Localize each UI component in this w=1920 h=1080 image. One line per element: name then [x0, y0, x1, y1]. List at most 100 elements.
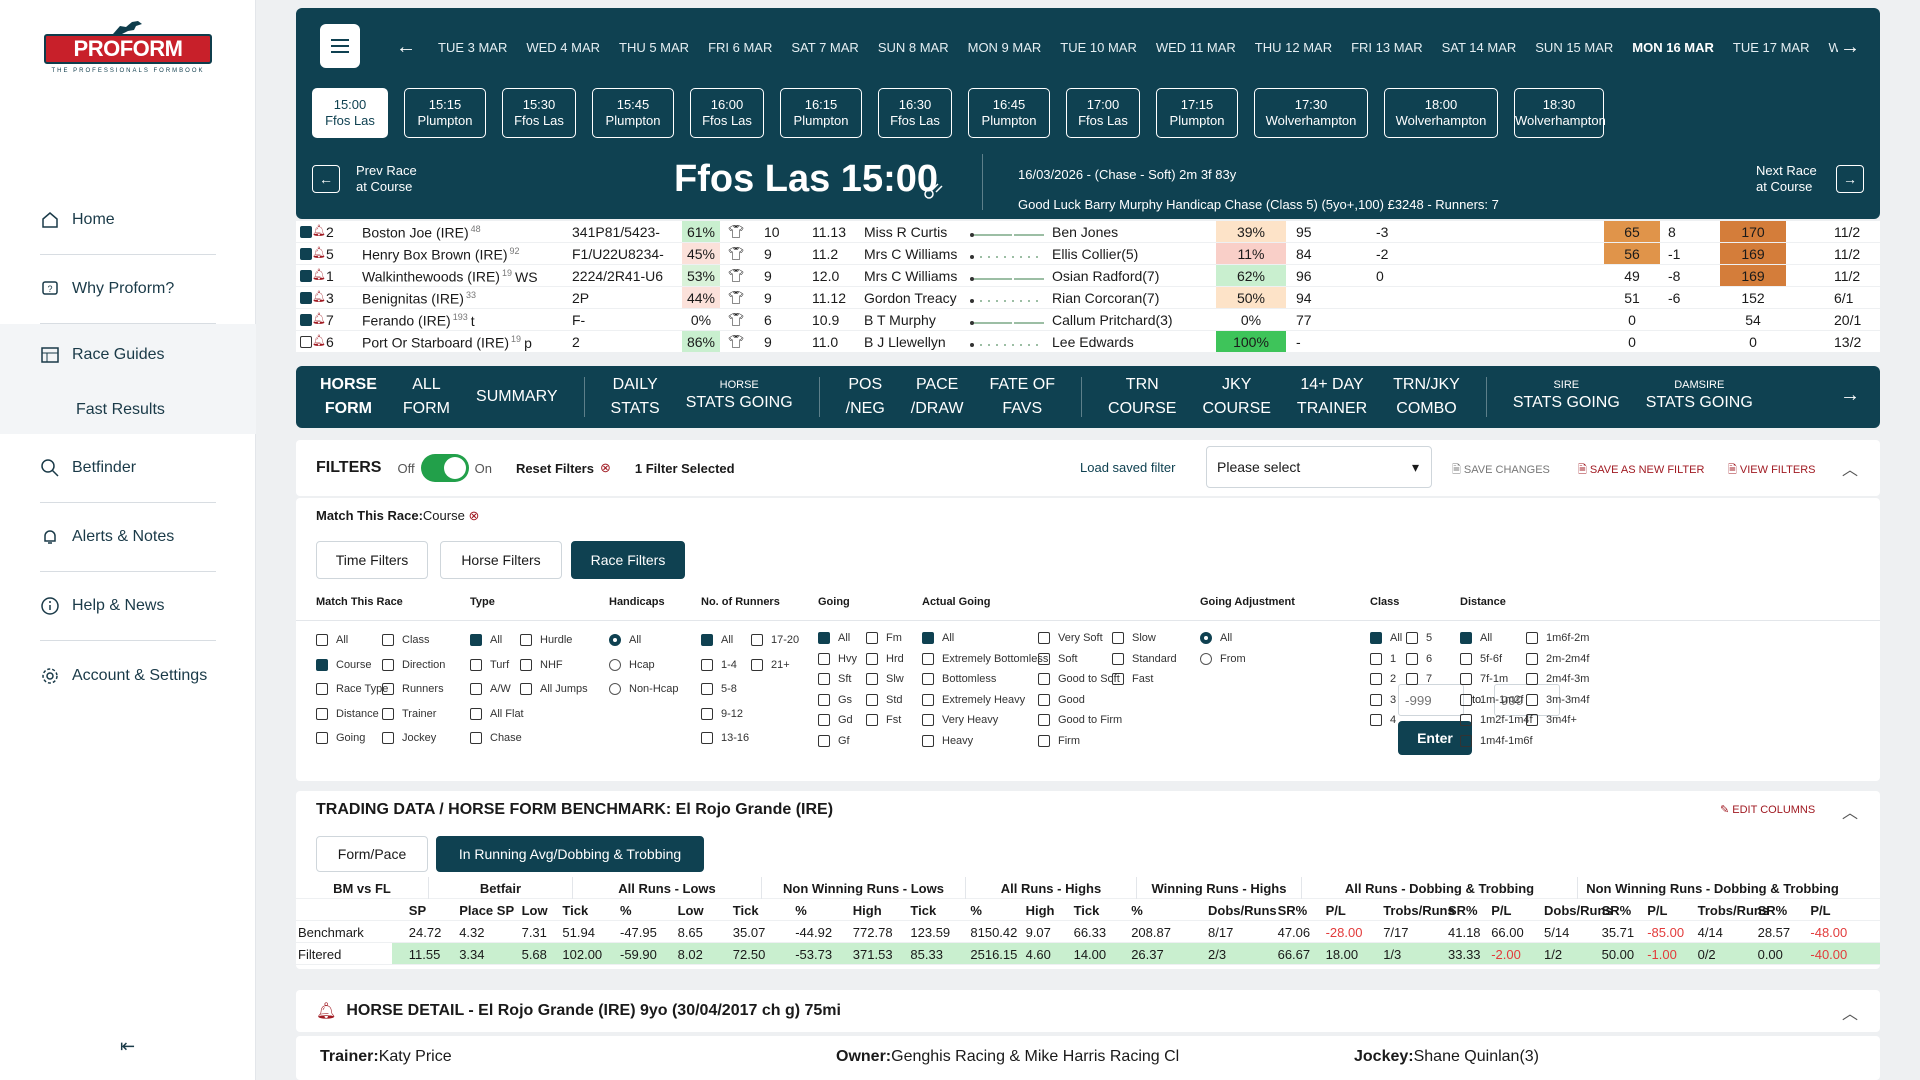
checkbox[interactable]: [520, 683, 532, 696]
filter-option[interactable]: All: [1370, 632, 1402, 644]
prev-race-button[interactable]: ← Prev Race at Course: [312, 163, 420, 195]
alert-bell-icon[interactable]: 🔔︎: [312, 269, 326, 281]
horse-name[interactable]: Port Or Starboard (IRE): [362, 334, 510, 351]
filter-option[interactable]: 7f-1m: [1460, 673, 1508, 686]
checkbox[interactable]: [922, 735, 934, 747]
nav-why-proform[interactable]: ? Why Proform?: [40, 255, 216, 324]
in-running-tab[interactable]: In Running Avg/Dobbing & Trobbing: [436, 836, 704, 872]
checkbox[interactable]: [316, 707, 328, 720]
checkbox[interactable]: [701, 707, 713, 720]
race-tab[interactable]: 15:45 Plumpton: [592, 88, 674, 138]
horse-name[interactable]: Boston Joe (IRE): [362, 224, 469, 241]
checkbox[interactable]: [1526, 693, 1538, 706]
save-as-new-filter-button[interactable]: 🗎 SAVE AS NEW FILTER: [1578, 464, 1705, 476]
date-tab[interactable]: FRI 6 MAR: [708, 40, 773, 55]
stats-tab[interactable]: FATE OF FAVS: [990, 373, 1055, 421]
filter-option[interactable]: A/W: [470, 683, 511, 696]
form-pace-tab[interactable]: Form/Pace: [316, 836, 428, 872]
filter-option[interactable]: 1: [1370, 652, 1396, 665]
filter-option[interactable]: 17-20: [751, 634, 799, 646]
race-tab[interactable]: 18:30 Wolverhampton: [1514, 88, 1606, 138]
filter-option[interactable]: 9-12: [701, 707, 743, 720]
checkbox[interactable]: [470, 732, 482, 745]
nav-alerts-notes[interactable]: Alerts & Notes: [40, 503, 216, 572]
checkbox[interactable]: [1038, 673, 1050, 686]
race-tab[interactable]: 16:45 Plumpton: [968, 88, 1050, 138]
checkbox[interactable]: [1460, 693, 1472, 706]
filter-option[interactable]: Direction: [382, 658, 445, 671]
checkbox[interactable]: [1460, 652, 1472, 665]
filter-option[interactable]: Gs: [818, 693, 852, 706]
race-tab[interactable]: 17:15 Plumpton: [1156, 88, 1238, 138]
filter-option[interactable]: 1m6f-2m: [1526, 632, 1589, 644]
filter-option[interactable]: Good to Soft: [1038, 673, 1120, 686]
reset-filters-button[interactable]: Reset Filters: [515, 460, 594, 476]
checkbox[interactable]: [1460, 632, 1472, 644]
checkbox[interactable]: [701, 683, 713, 696]
date-tab[interactable]: SUN 15 MAR: [1535, 40, 1614, 55]
checkbox[interactable]: [1112, 652, 1124, 665]
stats-tab[interactable]: ALL FORM: [403, 373, 450, 421]
filter-option[interactable]: 2: [1370, 673, 1396, 686]
clear-icon[interactable]: ⊗: [599, 460, 611, 475]
stats-tab[interactable]: SUMMARY: [476, 385, 558, 409]
checkbox[interactable]: [701, 658, 713, 671]
menu-button[interactable]: [320, 24, 360, 68]
runner-row[interactable]: 🔔︎ 1 Walkinthewoods (IRE) 19 WS 2224/2R41-U6 5…: [296, 265, 1880, 287]
filter-option[interactable]: All: [316, 634, 348, 646]
collapse-horse-detail-icon[interactable]: ︿: [1842, 1006, 1859, 1023]
stats-tab[interactable]: TRN COURSE: [1108, 373, 1176, 421]
race-tab[interactable]: 15:15 Plumpton: [404, 88, 486, 138]
runner-row[interactable]: 🔔︎ 6 Port Or Starboard (IRE) 19 p 2 86% 👕︎ 9 11.0…: [296, 331, 1880, 353]
filter-option[interactable]: All: [609, 634, 641, 646]
checkbox[interactable]: [382, 658, 394, 671]
stats-tab[interactable]: HORSE STATS GOING: [686, 379, 793, 415]
nav-race-guides[interactable]: Race Guides: [40, 324, 256, 386]
filter-option[interactable]: NHF: [520, 658, 563, 671]
stats-tab[interactable]: SIRE STATS GOING: [1513, 379, 1620, 415]
checkbox[interactable]: [818, 652, 830, 665]
date-tab[interactable]: TUE 10 MAR: [1060, 40, 1137, 55]
runner-checkbox[interactable]: [300, 336, 312, 348]
nav-fast-results[interactable]: Fast Results: [76, 401, 165, 418]
checkbox[interactable]: [316, 732, 328, 745]
filter-option[interactable]: 4: [1370, 714, 1396, 727]
checkbox[interactable]: [316, 683, 328, 696]
filter-option[interactable]: Hrd: [866, 652, 904, 665]
horse-name[interactable]: Benignitas (IRE): [362, 290, 464, 307]
date-tab[interactable]: SAT 14 MAR: [1441, 40, 1517, 55]
filter-option[interactable]: 21+: [751, 658, 790, 671]
filter-option[interactable]: Standard: [1112, 652, 1177, 665]
filter-option[interactable]: 5: [1406, 632, 1432, 644]
filter-option[interactable]: 1m2f-1m4f: [1460, 714, 1533, 727]
checkbox[interactable]: [1460, 673, 1472, 686]
runner-checkbox[interactable]: [300, 292, 312, 304]
trading-row[interactable]: Benchmark 24.72 4.32 7.31 51.94 -47.95 8.65 35.…: [296, 921, 1880, 943]
checkbox[interactable]: [470, 658, 482, 671]
checkbox[interactable]: [751, 634, 763, 646]
checkbox[interactable]: [922, 652, 934, 665]
checkbox[interactable]: [1112, 673, 1124, 686]
filter-option[interactable]: Very Heavy: [922, 714, 998, 727]
filter-option[interactable]: Very Soft: [1038, 632, 1103, 644]
checkbox[interactable]: [382, 634, 394, 646]
filter-option[interactable]: Sft: [818, 673, 851, 686]
logo[interactable]: PROFORM RACING THE PROFESSIONALS FORMBOO…: [44, 18, 212, 87]
stats-tab[interactable]: DAMSIRE STATS GOING: [1646, 379, 1753, 415]
date-tab[interactable]: WED 18 MAR: [1828, 40, 1839, 55]
filter-option[interactable]: Chase: [470, 732, 522, 745]
filter-option[interactable]: All: [1460, 632, 1492, 644]
collapse-filters-icon[interactable]: ︿: [1842, 462, 1859, 479]
nav-home[interactable]: Home: [40, 186, 216, 255]
date-tab[interactable]: THU 12 MAR: [1254, 40, 1333, 55]
filter-option[interactable]: 3m4f+: [1526, 714, 1577, 727]
race-tab[interactable]: 16:15 Plumpton: [780, 88, 862, 138]
checkbox[interactable]: [1038, 714, 1050, 727]
filter-option[interactable]: 2m-2m4f: [1526, 652, 1589, 665]
date-tab[interactable]: FRI 13 MAR: [1351, 40, 1423, 55]
checkbox[interactable]: [1460, 735, 1472, 747]
filter-option[interactable]: Non-Hcap: [609, 683, 679, 696]
checkbox[interactable]: [1526, 652, 1538, 665]
checkbox[interactable]: [1038, 632, 1050, 644]
filter-option[interactable]: Race Type: [316, 683, 388, 696]
